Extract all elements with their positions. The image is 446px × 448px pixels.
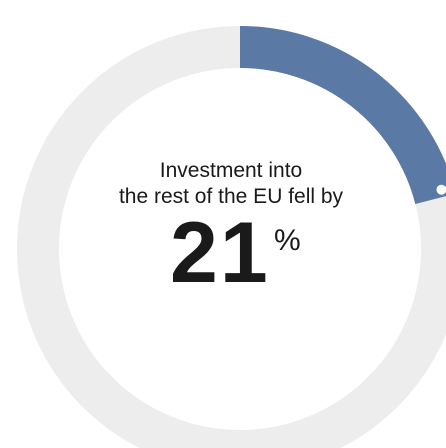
arc-end-marker — [436, 184, 446, 195]
caption-line-2: the rest of the EU fell by — [118, 185, 344, 208]
donut-value-arc — [239, 26, 446, 205]
caption-line-1: Investment into — [159, 159, 303, 182]
percent-sign: % — [274, 224, 301, 257]
value-number: 21 — [170, 205, 270, 301]
